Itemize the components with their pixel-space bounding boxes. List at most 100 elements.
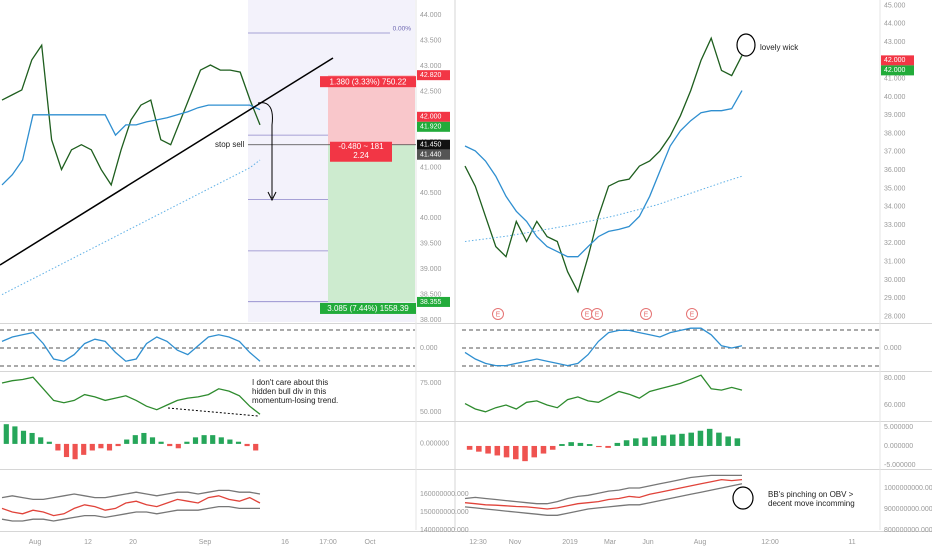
bar bbox=[679, 433, 685, 446]
series-line bbox=[1, 376, 261, 415]
bar bbox=[577, 442, 584, 446]
y-tick-label: -5.000000 bbox=[884, 462, 916, 469]
event-label: E bbox=[690, 311, 695, 318]
y-tick-label: 40.000 bbox=[884, 94, 906, 101]
bar bbox=[513, 445, 519, 460]
y-tick-label: 32.000 bbox=[884, 240, 906, 247]
x-tick-label: 2019 bbox=[562, 539, 578, 546]
y-tick-label: 43.000 bbox=[420, 63, 442, 70]
annotation: stop sell bbox=[215, 140, 245, 149]
y-tick-label: 35.000 bbox=[884, 185, 906, 192]
y-tick-label: 800000000.000 bbox=[884, 527, 932, 534]
price-tag-label: 41.450 bbox=[420, 142, 442, 149]
event-marker bbox=[591, 308, 603, 320]
bar bbox=[106, 443, 113, 451]
bar bbox=[244, 443, 250, 447]
price-tag-label: 41.920 bbox=[420, 124, 442, 131]
stop-arrow bbox=[257, 102, 273, 198]
bar bbox=[494, 445, 501, 456]
bar bbox=[633, 438, 639, 446]
y-tick-label: 0.000 bbox=[884, 345, 902, 352]
arrow-head bbox=[267, 191, 277, 202]
x-tick-label: 11 bbox=[848, 539, 855, 546]
bar bbox=[651, 436, 658, 446]
bar bbox=[132, 435, 138, 444]
series-line bbox=[1, 489, 261, 501]
annotation: momentum-losing trend. bbox=[252, 396, 338, 405]
y-tick-label: 75.000 bbox=[420, 380, 442, 387]
bar bbox=[697, 430, 704, 446]
price-tag-label: 42.000 bbox=[884, 57, 906, 64]
bar bbox=[81, 443, 87, 455]
obv-circle bbox=[732, 486, 754, 510]
y-tick-label: 37.000 bbox=[884, 149, 906, 156]
price-tag-label: 42.820 bbox=[420, 72, 442, 79]
y-tick-label: 900000000.000 bbox=[884, 506, 932, 513]
x-tick-label: Aug bbox=[694, 539, 707, 546]
bar bbox=[29, 432, 35, 444]
y-tick-label: 50.000 bbox=[420, 409, 442, 416]
entry-label: -0.480 ~ 181 bbox=[338, 142, 384, 151]
bar bbox=[20, 430, 27, 444]
bar bbox=[46, 441, 52, 444]
price-tag-label: 42.000 bbox=[884, 67, 906, 74]
bar bbox=[184, 441, 190, 444]
target-label: 1.380 (3.33%) 750.22 bbox=[330, 77, 407, 86]
x-tick-label: 12 bbox=[84, 539, 92, 546]
y-tick-label: 30.000 bbox=[884, 277, 906, 284]
stop-label: 3.085 (7.44%) 1558.39 bbox=[327, 304, 409, 313]
bar bbox=[167, 443, 173, 447]
fib-label: 0.00% bbox=[393, 26, 412, 33]
event-label: E bbox=[496, 311, 501, 318]
y-tick-label: 38.000 bbox=[884, 130, 906, 137]
bar bbox=[124, 439, 130, 444]
y-tick-label: 38.000 bbox=[420, 317, 442, 324]
bar bbox=[522, 445, 528, 462]
bar bbox=[716, 432, 722, 446]
y-tick-label: 160000000.000 bbox=[420, 491, 469, 498]
y-tick-label: 39.000 bbox=[420, 266, 442, 273]
bar bbox=[158, 441, 164, 444]
bar bbox=[98, 443, 104, 449]
y-tick-label: 0.000000 bbox=[884, 443, 913, 450]
bar bbox=[596, 445, 602, 448]
price-tag-label: 41.440 bbox=[420, 152, 442, 159]
bar bbox=[568, 442, 574, 446]
y-tick-label: 45.000 bbox=[884, 2, 906, 9]
y-tick-label: 5.000000 bbox=[884, 424, 913, 431]
bar bbox=[253, 443, 259, 451]
x-tick-label: Sep bbox=[199, 539, 212, 546]
y-tick-label: 43.000 bbox=[884, 39, 906, 46]
y-tick-label: 80.000 bbox=[884, 375, 906, 382]
series-line bbox=[464, 175, 743, 242]
bar bbox=[141, 432, 147, 444]
y-tick-label: 34.000 bbox=[884, 204, 906, 211]
event-marker bbox=[640, 308, 652, 320]
series-line bbox=[1, 43, 261, 187]
x-tick-label: Oct bbox=[365, 539, 376, 546]
y-tick-label: 28.000 bbox=[884, 313, 906, 320]
bar bbox=[3, 424, 9, 444]
event-label: E bbox=[595, 311, 600, 318]
event-marker bbox=[492, 308, 504, 320]
series-line bbox=[1, 104, 261, 186]
bar bbox=[623, 440, 630, 446]
x-tick-label: 12:00 bbox=[761, 539, 779, 546]
x-tick-label: 20 bbox=[129, 539, 137, 546]
bar bbox=[669, 434, 676, 446]
y-tick-label: 39.000 bbox=[884, 112, 906, 119]
bar bbox=[210, 435, 216, 444]
price-tag bbox=[881, 65, 914, 76]
y-tick-label: 33.000 bbox=[884, 222, 906, 229]
y-tick-label: 31.000 bbox=[884, 258, 906, 265]
y-tick-label: 29.000 bbox=[884, 295, 906, 302]
y-tick-label: 60.000 bbox=[884, 402, 906, 409]
y-tick-label: 44.000 bbox=[884, 21, 906, 28]
y-tick-label: 42.500 bbox=[420, 88, 442, 95]
stop-label-box bbox=[320, 302, 416, 314]
price-tag bbox=[417, 149, 450, 160]
bar bbox=[706, 428, 713, 446]
bar bbox=[218, 437, 224, 444]
entry-label-box bbox=[330, 141, 392, 162]
